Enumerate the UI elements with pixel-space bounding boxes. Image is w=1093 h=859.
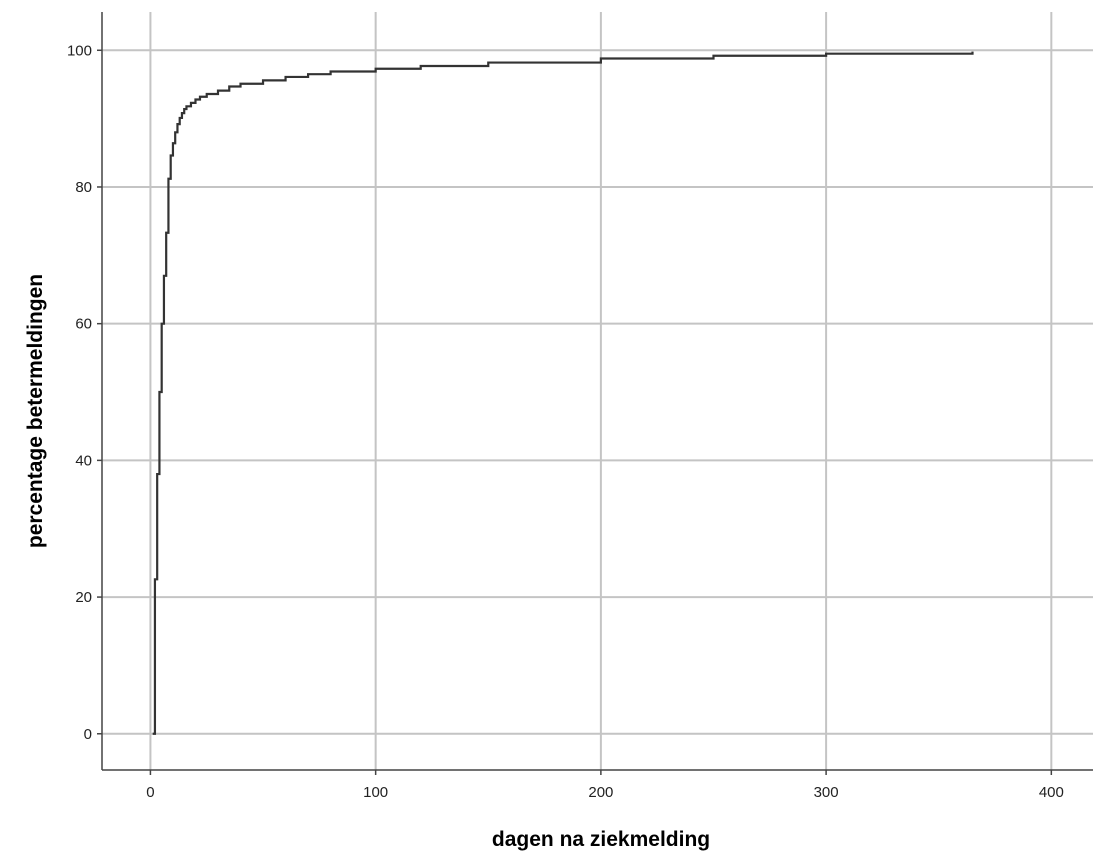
- y-tick-label-40: 40: [75, 452, 92, 469]
- x-tick-label-0: 0: [146, 784, 154, 801]
- y-tick-label-0: 0: [84, 726, 92, 743]
- x-tick-label-200: 200: [588, 784, 613, 801]
- x-tick-label-100: 100: [363, 784, 388, 801]
- x-tick-label-300: 300: [814, 784, 839, 801]
- tick-labels: 0 100 200 300 400 0 20 40 60 80 100: [67, 42, 1064, 801]
- grid: [102, 12, 1093, 770]
- y-axis-title: percentage betermeldingen: [24, 274, 47, 548]
- y-tick-label-20: 20: [75, 589, 92, 606]
- x-axis-title: dagen na ziekmelding: [492, 828, 710, 851]
- y-tick-label-80: 80: [75, 179, 92, 196]
- series-layer: [152, 51, 974, 735]
- y-tick-label-60: 60: [75, 316, 92, 333]
- axes: [97, 12, 1093, 775]
- x-tick-label-400: 400: [1039, 784, 1064, 801]
- series-line-0: [152, 51, 974, 735]
- y-tick-label-100: 100: [67, 42, 92, 59]
